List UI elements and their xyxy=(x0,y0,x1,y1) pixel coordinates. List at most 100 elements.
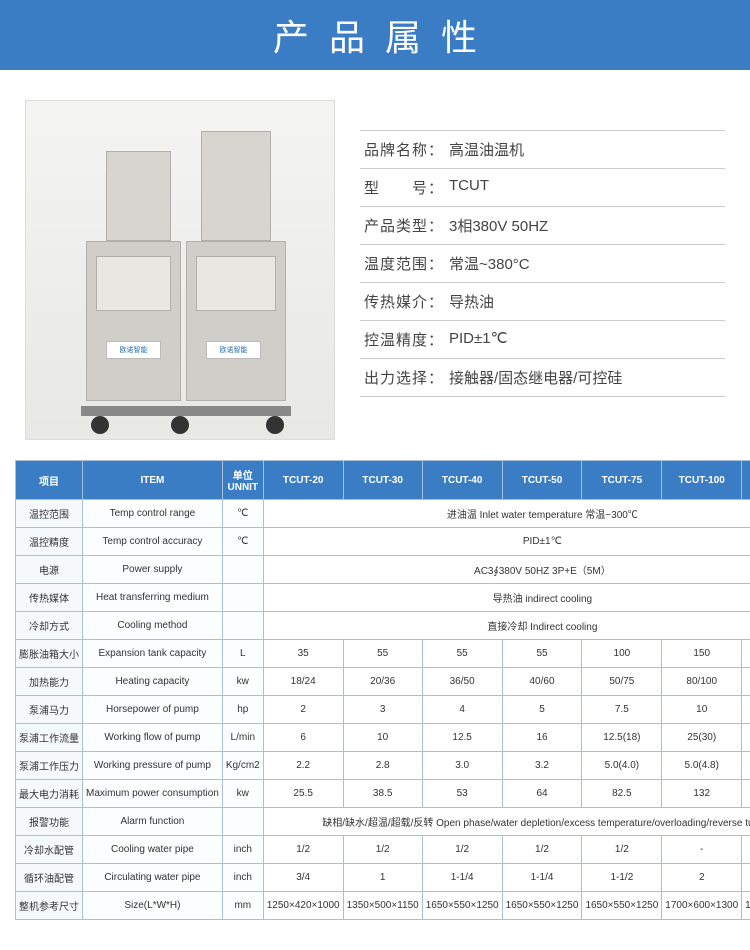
table-row: 泵浦马力Horsepower of pumphp23457.51015 xyxy=(16,696,750,724)
spec-table: 项目 ITEM 单位UNNIT TCUT-20 TCUT-30 TCUT-40 … xyxy=(15,460,750,920)
cell-span: AC3∮380V 50HZ 3P+E（5M） xyxy=(263,556,750,584)
table-body: 温控范围Temp control range℃进油温 Inlet water t… xyxy=(16,500,750,920)
cell-unit: mm xyxy=(222,892,263,920)
unit-top: 单位 xyxy=(226,467,260,482)
table-row: 电源Power supplyAC3∮380V 50HZ 3P+E（5M） xyxy=(16,556,750,584)
cell-cn: 最大电力消耗 xyxy=(16,780,83,808)
spec-row: 传热媒介：导热油 xyxy=(360,283,725,321)
cell-item: Maximum power consumption xyxy=(83,780,223,808)
spec-label: 出力选择： xyxy=(364,367,449,388)
cell-val: - xyxy=(742,836,750,864)
spec-label: 传热媒介： xyxy=(364,291,449,312)
cell-val: 1250×420×1000 xyxy=(263,892,343,920)
table-row: 最大电力消耗Maximum power consumptionkw25.538.… xyxy=(16,780,750,808)
cell-unit: inch xyxy=(222,836,263,864)
th-model: TCUT-50 xyxy=(502,461,582,500)
spec-value: 高温油温机 xyxy=(449,139,721,160)
spec-value: 3相380V 50HZ xyxy=(449,215,721,236)
header-band: 产品属性 xyxy=(0,0,750,70)
th-model: TCUT-75 xyxy=(582,461,662,500)
cell-val: 82.5 xyxy=(582,780,662,808)
cell-val: 50/75 xyxy=(582,668,662,696)
page-title: 产品属性 xyxy=(253,9,497,61)
cell-item: Cooling method xyxy=(83,612,223,640)
product-image: 欧诺智能 欧诺智能 xyxy=(25,100,335,440)
cell-cn: 报警功能 xyxy=(16,808,83,836)
table-row: 泵浦工作压力Working pressure of pumpKg/cm22.22… xyxy=(16,752,750,780)
cell-unit: ℃ xyxy=(222,500,263,528)
cell-cn: 循环油配管 xyxy=(16,864,83,892)
cell-val: 162 xyxy=(742,780,750,808)
cell-val: 80/100 xyxy=(662,668,742,696)
cell-val: 2.2 xyxy=(263,752,343,780)
cell-val: - xyxy=(662,836,742,864)
cell-val: 25.5 xyxy=(263,780,343,808)
cell-cn: 泵浦工作压力 xyxy=(16,752,83,780)
cell-val: 6 xyxy=(263,724,343,752)
cell-cn: 冷却方式 xyxy=(16,612,83,640)
cell-cn: 冷却水配管 xyxy=(16,836,83,864)
spec-label: 型 号： xyxy=(364,177,449,198)
spec-label: 产品类型： xyxy=(364,215,449,236)
cell-val: 1/2 xyxy=(343,836,422,864)
cell-val: 20/36 xyxy=(343,668,422,696)
th-cn: 项目 xyxy=(16,461,83,500)
cell-val: 132 xyxy=(662,780,742,808)
spec-value: PID±1℃ xyxy=(449,329,721,350)
cell-item: Temp control accuracy xyxy=(83,528,223,556)
cell-val: 1/2 xyxy=(502,836,582,864)
cell-val: 1700×600×1300 xyxy=(662,892,742,920)
cell-val: 55 xyxy=(343,640,422,668)
cell-val: 10 xyxy=(343,724,422,752)
cell-val: 5.0(4.8) xyxy=(662,752,742,780)
cell-cn: 电源 xyxy=(16,556,83,584)
spec-row: 控温精度：PID±1℃ xyxy=(360,321,725,359)
cell-item: Temp control range xyxy=(83,500,223,528)
unit-bot: UNNIT xyxy=(226,482,260,493)
cell-val: 1-1/2 xyxy=(582,864,662,892)
th-item: ITEM xyxy=(83,461,223,500)
cell-cn: 整机参考尺寸 xyxy=(16,892,83,920)
cell-val: 2.8 xyxy=(343,752,422,780)
table-row: 冷却方式Cooling method 直接冷却 Indirect cooling xyxy=(16,612,750,640)
cell-val: 2 xyxy=(662,864,742,892)
cell-span: 缺相/缺水/超温/超载/反转 Open phase/water depletio… xyxy=(263,808,750,836)
table-head: 项目 ITEM 单位UNNIT TCUT-20 TCUT-30 TCUT-40 … xyxy=(16,461,750,500)
cell-cn: 加热能力 xyxy=(16,668,83,696)
th-model: TCUT-20 xyxy=(263,461,343,500)
cell-val: 3.0 xyxy=(422,752,502,780)
table-row: 冷却水配管Cooling water pipeinch1/21/21/21/21… xyxy=(16,836,750,864)
cell-span: 直接冷却 Indirect cooling xyxy=(263,612,750,640)
spec-label: 品牌名称： xyxy=(364,139,449,160)
th-model: TCUT-30 xyxy=(343,461,422,500)
cell-val: 4 xyxy=(422,696,502,724)
table-row: 温控范围Temp control range℃进油温 Inlet water t… xyxy=(16,500,750,528)
cell-val: 2 xyxy=(263,696,343,724)
cell-span: 导热油 indirect cooling xyxy=(263,584,750,612)
cell-val: 1650×550×1250 xyxy=(582,892,662,920)
cell-unit xyxy=(222,808,263,836)
spec-label: 温度范围： xyxy=(364,253,449,274)
cell-val: 1/2 xyxy=(263,836,343,864)
cell-val: 3/4 xyxy=(263,864,343,892)
cell-unit xyxy=(222,612,263,640)
cell-unit: L/min xyxy=(222,724,263,752)
table-row: 整机参考尺寸Size(L*W*H)mm1250×420×10001350×500… xyxy=(16,892,750,920)
spec-value: 接触器/固态继电器/可控硅 xyxy=(449,367,721,388)
cell-val: 3.2 xyxy=(502,752,582,780)
cell-val: 1650×550×1250 xyxy=(422,892,502,920)
cell-item: Horsepower of pump xyxy=(83,696,223,724)
top-section: 欧诺智能 欧诺智能 品牌名称：高温油温机 型 号：TCUT 产品类型：3相380… xyxy=(0,70,750,460)
spec-list: 品牌名称：高温油温机 型 号：TCUT 产品类型：3相380V 50HZ 温度范… xyxy=(360,130,725,440)
spec-row: 出力选择：接触器/固态继电器/可控硅 xyxy=(360,359,725,397)
cell-val: 55 xyxy=(422,640,502,668)
spec-row: 型 号：TCUT xyxy=(360,169,725,207)
cell-val: 250 xyxy=(742,640,750,668)
cell-unit: hp xyxy=(222,696,263,724)
cell-item: Heating capacity xyxy=(83,668,223,696)
table-row: 传热媒体Heat transferring medium导热油 indirect… xyxy=(16,584,750,612)
cell-val: 18/24 xyxy=(263,668,343,696)
cell-val: 100 xyxy=(582,640,662,668)
cell-val: 12.5 xyxy=(422,724,502,752)
cell-val: 1/2 xyxy=(422,836,502,864)
